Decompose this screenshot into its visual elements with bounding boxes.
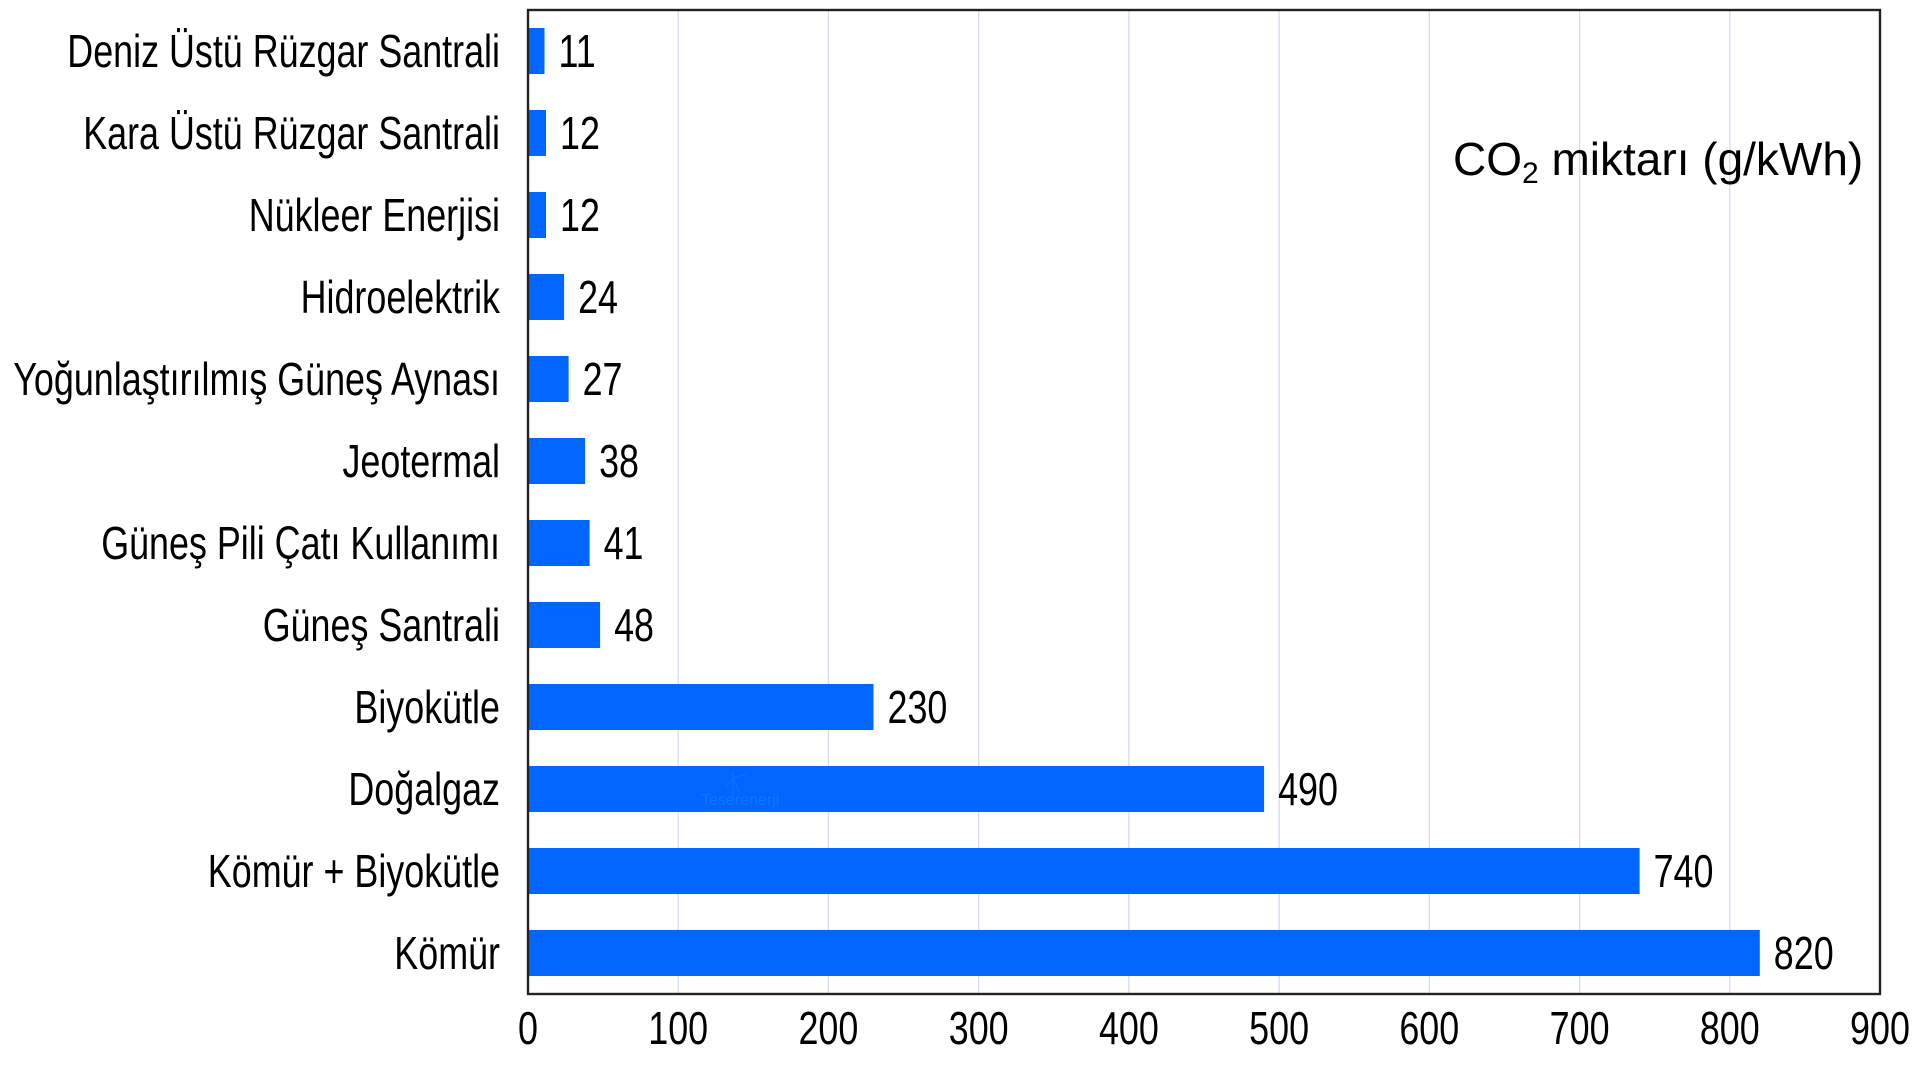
svg-text:12: 12 xyxy=(560,107,600,159)
svg-text:800: 800 xyxy=(1700,1002,1760,1054)
svg-text:38: 38 xyxy=(599,435,639,487)
svg-text:11: 11 xyxy=(559,25,596,77)
svg-text:12: 12 xyxy=(560,189,600,241)
svg-text:100: 100 xyxy=(648,1002,708,1054)
svg-text:48: 48 xyxy=(614,599,654,651)
svg-text:400: 400 xyxy=(1099,1002,1159,1054)
svg-text:27: 27 xyxy=(583,353,623,405)
svg-text:Deniz Üstü Rüzgar Santrali: Deniz Üstü Rüzgar Santrali xyxy=(67,25,500,77)
svg-text:820: 820 xyxy=(1774,927,1834,979)
svg-text:900: 900 xyxy=(1850,1002,1910,1054)
svg-text:Nükleer Enerjisi: Nükleer Enerjisi xyxy=(249,189,500,241)
svg-text:Biyokütle: Biyokütle xyxy=(354,681,500,733)
svg-text:24: 24 xyxy=(578,271,618,323)
svg-text:740: 740 xyxy=(1654,845,1714,897)
svg-text:Jeotermal: Jeotermal xyxy=(343,435,501,487)
svg-text:Doğalgaz: Doğalgaz xyxy=(348,763,500,815)
svg-text:Teserenerji: Teserenerji xyxy=(701,792,779,809)
svg-text:200: 200 xyxy=(798,1002,858,1054)
svg-text:Kömür + Biyokütle: Kömür + Biyokütle xyxy=(208,845,500,897)
svg-text:41: 41 xyxy=(604,517,644,569)
svg-text:Güneş Santrali: Güneş Santrali xyxy=(263,599,500,651)
svg-text:490: 490 xyxy=(1278,763,1338,815)
svg-text:700: 700 xyxy=(1550,1002,1610,1054)
svg-text:Kara Üstü Rüzgar Santrali: Kara Üstü Rüzgar Santrali xyxy=(83,107,500,159)
svg-text:500: 500 xyxy=(1249,1002,1309,1054)
svg-text:Kömür: Kömür xyxy=(394,927,500,979)
svg-text:600: 600 xyxy=(1399,1002,1459,1054)
svg-text:300: 300 xyxy=(949,1002,1009,1054)
svg-text:Güneş Pili Çatı Kullanımı: Güneş Pili Çatı Kullanımı xyxy=(101,517,500,569)
svg-text:Hidroelektrik: Hidroelektrik xyxy=(301,271,501,323)
svg-text:Yoğunlaştırılmış Güneş Aynası: Yoğunlaştırılmış Güneş Aynası xyxy=(13,353,500,405)
svg-text:CO2 miktarı (g/kWh): CO2 miktarı (g/kWh) xyxy=(1453,133,1863,190)
svg-text:230: 230 xyxy=(888,681,948,733)
svg-text:0: 0 xyxy=(518,1002,538,1054)
